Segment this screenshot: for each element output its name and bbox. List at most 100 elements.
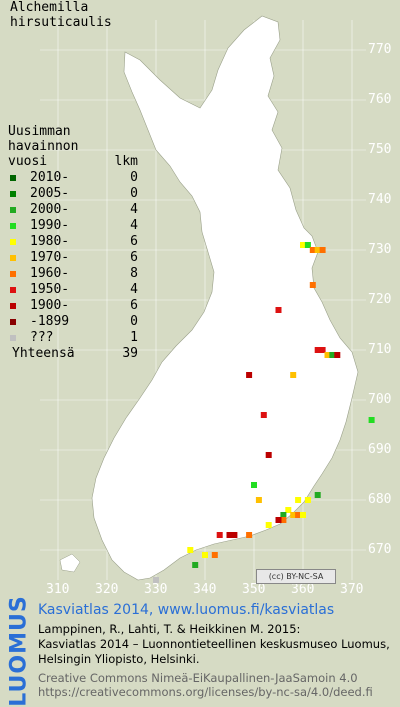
observation-square	[319, 347, 326, 353]
observation-square	[187, 547, 194, 553]
observation-square	[246, 372, 253, 378]
observation-square	[280, 512, 287, 518]
x-tick-label: 370	[340, 582, 364, 597]
observation-square	[216, 532, 223, 538]
observation-square	[251, 482, 257, 488]
observation-square	[202, 552, 208, 558]
y-tick-label: 730	[368, 242, 392, 257]
legend-col-year: vuosi	[8, 154, 48, 169]
y-tick-label: 750	[368, 142, 392, 157]
legend-row-label: 2000-	[30, 202, 70, 217]
legend-swatch	[10, 223, 16, 229]
observation-square	[192, 562, 199, 568]
observation-square	[275, 517, 282, 523]
legend-row-label: 1900-	[30, 298, 70, 313]
y-tick-label: 740	[368, 192, 392, 207]
luomus-logo-text: LUOMUS	[6, 595, 32, 707]
legend-total-row: Yhteensä 39	[8, 346, 138, 362]
y-tick-label: 760	[368, 92, 392, 107]
legend-row-count: 8	[130, 266, 138, 281]
y-tick-label: 720	[368, 292, 392, 307]
observation-square	[153, 577, 159, 583]
observation-square	[275, 307, 282, 313]
observation-square	[211, 552, 218, 558]
legend-col-count: lkm	[114, 154, 138, 169]
legend-row: ??? 1	[8, 330, 138, 346]
y-tick-label: 700	[368, 392, 392, 407]
observation-square	[300, 242, 306, 248]
x-tick-label: 310	[46, 582, 70, 597]
legend-row-count: 4	[130, 202, 138, 217]
observation-square	[231, 532, 238, 538]
observation-square	[295, 512, 302, 518]
legend-swatch	[10, 207, 16, 213]
legend-row: 1970- 6	[8, 250, 138, 266]
x-tick-label: 330	[144, 582, 168, 597]
legend-row-label: ???	[30, 330, 54, 345]
observation-square	[368, 417, 375, 423]
legend-row-label: 1960-	[30, 266, 70, 281]
legend-swatch	[10, 335, 16, 341]
legend-row-count: 6	[130, 250, 138, 265]
legend-row: 2005- 0	[8, 186, 138, 202]
legend-row-count: 0	[130, 186, 138, 201]
footer-license-line1: Creative Commons Nimeä-EiKaupallinen-Jaa…	[38, 671, 358, 685]
legend: Uusimman havainnon vuosi lkm 2010- 0 2005-…	[8, 124, 138, 362]
legend-row-count: 4	[130, 282, 138, 297]
legend-row-count: 6	[130, 298, 138, 313]
observation-square	[260, 412, 267, 418]
finland-map	[40, 15, 375, 583]
observation-square	[324, 352, 331, 358]
legend-row-count: 4	[130, 218, 138, 233]
legend-row-count: 0	[130, 314, 138, 329]
legend-row: 2010- 0	[8, 170, 138, 186]
observation-square	[304, 242, 311, 248]
legend-row-count: 6	[130, 234, 138, 249]
aland-islands	[59, 553, 81, 573]
legend-swatch	[10, 303, 16, 309]
observation-square	[314, 347, 321, 353]
footer-license-link[interactable]: https://creativecommons.org/licenses/by-…	[38, 685, 373, 699]
legend-row-label: -1899	[30, 314, 70, 329]
observation-square	[329, 352, 336, 358]
legend-swatch	[10, 255, 16, 261]
observation-square	[285, 507, 292, 513]
footer-citation-line2: Kasviatlas 2014 – Luonnontieteellinen ke…	[38, 637, 390, 651]
observation-square	[314, 492, 321, 498]
observation-square	[255, 497, 262, 503]
species-title-line1: Alchemilla	[10, 0, 89, 15]
observation-square	[319, 247, 326, 253]
legend-swatch	[10, 191, 16, 197]
legend-row-label: 2010-	[30, 170, 70, 185]
legend-row: 1900- 6	[8, 298, 138, 314]
footer-atlas-link[interactable]: Kasviatlas 2014, www.luomus.fi/kasviatla…	[38, 602, 335, 618]
y-tick-label: 710	[368, 342, 392, 357]
observation-square	[290, 512, 297, 518]
observation-square	[304, 497, 311, 503]
legend-row: 1990- 4	[8, 218, 138, 234]
legend-row-label: 1980-	[30, 234, 70, 249]
x-tick-label: 340	[193, 582, 217, 597]
legend-swatch	[10, 175, 16, 181]
observation-square	[265, 452, 272, 458]
legend-row: 1960- 8	[8, 266, 138, 282]
observation-square	[265, 522, 272, 528]
legend-row: 1950- 4	[8, 282, 138, 298]
legend-column-headers: vuosi lkm	[8, 154, 138, 170]
observation-square	[300, 512, 306, 518]
footer-citation-line3: Helsingin Yliopisto, Helsinki.	[38, 652, 200, 666]
legend-row-label: 2005-	[30, 186, 70, 201]
legend-row: -1899 0	[8, 314, 138, 330]
footer-license: Creative Commons Nimeä-EiKaupallinen-Jaa…	[38, 671, 373, 699]
legend-row-count: 1	[130, 330, 138, 345]
legend-row-label: 1990-	[30, 218, 70, 233]
y-tick-label: 680	[368, 492, 392, 507]
y-tick-label: 690	[368, 442, 392, 457]
observation-square	[280, 517, 287, 523]
legend-row-label: 1950-	[30, 282, 70, 297]
legend-row-count: 0	[130, 170, 138, 185]
license-badge[interactable]: (cc) BY-NC-SA	[256, 569, 336, 584]
x-tick-label: 360	[291, 582, 315, 597]
footer-citation-line1: Lamppinen, R., Lahti, T. & Heikkinen M. …	[38, 622, 301, 636]
legend-swatch	[10, 271, 16, 277]
